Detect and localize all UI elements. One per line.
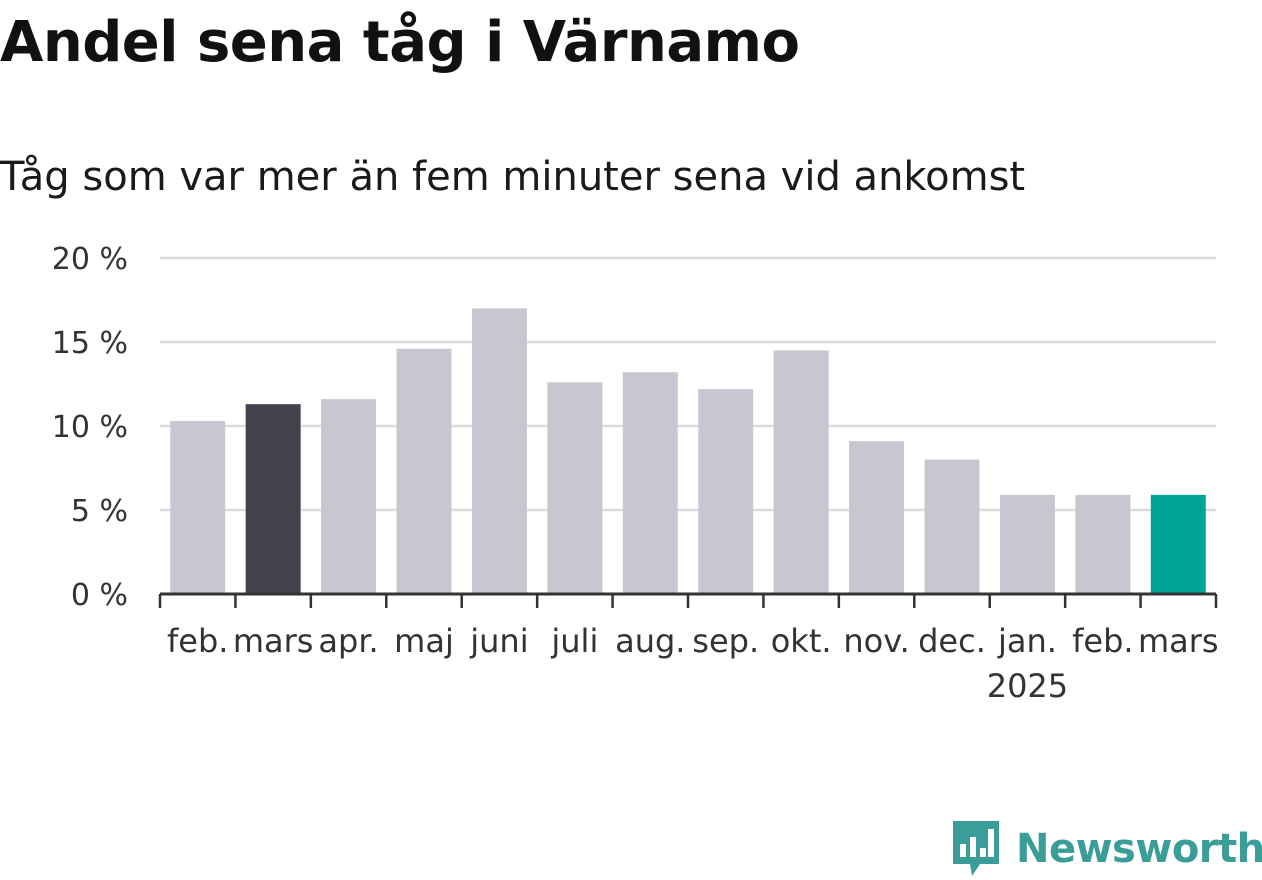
x-tick-label: maj xyxy=(394,622,454,660)
y-tick-label: 10 % xyxy=(52,410,128,445)
bar xyxy=(622,372,678,594)
x-axis xyxy=(158,592,1218,608)
grid-lines xyxy=(160,256,1216,512)
x-tick-labels: feb. mars apr. maj juni juli aug. sep. okt. nov. d… xyxy=(167,622,1219,705)
x-tick-label: nov. xyxy=(843,622,909,660)
x-tick-label: mars xyxy=(233,622,314,660)
bar xyxy=(999,494,1055,594)
bar xyxy=(396,348,452,594)
x-tick-label: okt. xyxy=(771,622,832,660)
bar xyxy=(547,382,603,594)
bar xyxy=(924,459,980,594)
x-tick-label: juni xyxy=(469,622,528,660)
y-tick-label: 15 % xyxy=(52,326,128,361)
x-tick-label: juli xyxy=(550,622,598,660)
chart-subtitle: Tåg som var mer än fem minuter sena vid … xyxy=(0,154,1026,200)
bar xyxy=(471,308,527,594)
x-tick-label: jan. xyxy=(997,622,1057,660)
chart-title: Andel sena tåg i Värnamo xyxy=(0,10,800,75)
bar xyxy=(849,441,905,594)
bar xyxy=(698,389,754,594)
bar xyxy=(321,399,377,594)
bar xyxy=(170,420,226,594)
bar xyxy=(245,404,301,594)
x-tick-label: mars xyxy=(1138,622,1219,660)
bars xyxy=(170,308,1206,594)
x-tick-label: dec. xyxy=(918,622,986,660)
y-tick-labels: 0 % 5 % 10 % 15 % 20 % xyxy=(52,242,128,613)
y-tick-label: 20 % xyxy=(52,242,128,277)
x-tick-label: feb. xyxy=(1072,622,1133,660)
x-tick-label: apr. xyxy=(318,622,378,660)
brand-logo: Newsworthy xyxy=(950,818,1262,880)
x-tick-label: aug. xyxy=(615,622,685,660)
bar xyxy=(1075,494,1131,594)
bar xyxy=(773,350,829,594)
x-tick-label: feb. xyxy=(167,622,228,660)
brand-name: Newsworthy xyxy=(1016,826,1262,872)
y-tick-label: 0 % xyxy=(71,578,128,613)
y-tick-label: 5 % xyxy=(71,494,128,529)
bar xyxy=(1150,494,1206,594)
bar-chart-speech-bubble-icon xyxy=(953,821,999,876)
x-tick-label: sep. xyxy=(692,622,759,660)
x-year-label: 2025 xyxy=(987,667,1068,705)
